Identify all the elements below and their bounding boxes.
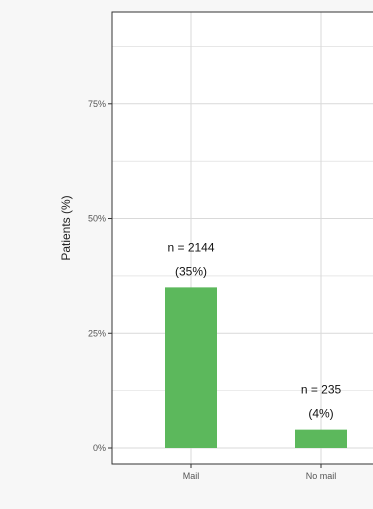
y-tick-label: 75% (88, 99, 106, 109)
y-tick-label: 0% (93, 443, 106, 453)
bar-label-pct: (35%) (175, 264, 207, 278)
panel-border (111, 11, 373, 465)
bar-label-n: n = 2144 (167, 240, 214, 254)
bar (295, 429, 347, 448)
x-tick-label: Mail (183, 471, 200, 481)
y-tick-label: 25% (88, 328, 106, 338)
bar-label-pct: (4%) (308, 407, 333, 421)
bar (165, 287, 217, 448)
y-tick-label: 50% (88, 214, 106, 224)
y-axis-title: Patients (%) (59, 195, 73, 260)
plot-panel (112, 12, 373, 464)
bar-label-n: n = 235 (301, 383, 342, 397)
x-tick-label: No mail (306, 471, 337, 481)
